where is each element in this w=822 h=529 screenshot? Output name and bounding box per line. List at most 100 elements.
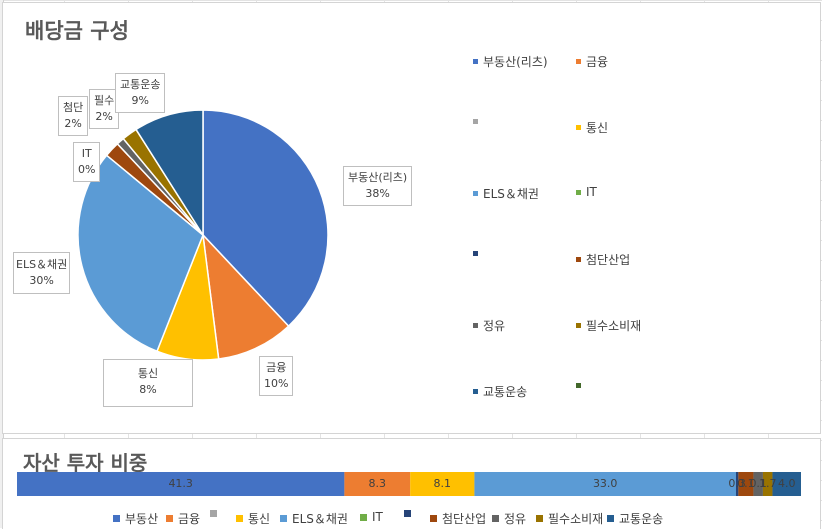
- legend-swatch: [576, 125, 581, 130]
- legend-swatch: [210, 510, 217, 517]
- bar-legend-label: 부동산: [125, 512, 159, 526]
- bar-legend-item[interactable]: 정유: [492, 510, 526, 527]
- pie-legend-label: 금융: [586, 55, 609, 69]
- bar-legend-label: IT: [372, 510, 383, 524]
- bar-segment-label: 33.0: [592, 477, 618, 490]
- legend-swatch: [473, 323, 478, 328]
- bar-legend-item[interactable]: ELS＆채권: [280, 510, 348, 527]
- pie-data-label-percent: 9%: [131, 94, 149, 107]
- pie-legend-label: 통신: [586, 121, 609, 135]
- legend-swatch: [536, 515, 543, 522]
- bar-legend-label: 필수소비재: [548, 512, 604, 526]
- bar-segment-label: 8.3: [368, 477, 387, 490]
- pie-data-label: 금융 10%: [259, 356, 294, 396]
- bar-legend-label: 금융: [178, 512, 201, 526]
- pie-chart[interactable]: 배당금 구성 부동산(리츠) 38% 금융 10% 통신 8% ELS＆채권 30% IT 0% 첨…: [2, 2, 821, 434]
- pie-legend-item[interactable]: [576, 383, 586, 388]
- bar-legend-item[interactable]: [404, 510, 416, 517]
- bar-legend-label: ELS＆채권: [292, 512, 348, 526]
- legend-swatch: [576, 257, 581, 262]
- legend-swatch: [576, 383, 581, 388]
- bar-segment[interactable]: [474, 472, 736, 496]
- pie-legend-item[interactable]: 교통운송: [473, 383, 527, 400]
- pie-legend-item[interactable]: 금융: [576, 53, 608, 70]
- bar-legend-label: 첨단산업: [442, 512, 487, 526]
- bar-segment[interactable]: [344, 472, 411, 496]
- bar-segment-label: 0.1: [737, 477, 755, 490]
- pie-legend-label: 첨단산업: [586, 253, 631, 267]
- bar-segment-label: 0.3: [728, 477, 746, 490]
- pie-data-label-name: 금융: [266, 361, 287, 374]
- legend-swatch: [166, 515, 173, 522]
- legend-swatch: [492, 515, 499, 522]
- pie-data-label-percent: 30%: [29, 274, 54, 287]
- pie-legend-label: 정유: [483, 319, 506, 333]
- bar-segment-label: 41.3: [168, 477, 193, 490]
- bar-legend-item[interactable]: 금융: [166, 510, 200, 527]
- bar-legend-item[interactable]: IT: [360, 510, 383, 524]
- bar-legend-item[interactable]: 통신: [236, 510, 270, 527]
- bar-legend-item[interactable]: 필수소비재: [536, 510, 603, 527]
- bar-segment[interactable]: [762, 472, 773, 496]
- bar-segment[interactable]: [410, 472, 475, 496]
- pie-data-label-name: 교통운송: [120, 78, 161, 91]
- pie-legend-item[interactable]: [473, 251, 483, 256]
- bar-segment[interactable]: [17, 472, 345, 496]
- pie-data-label-percent: 38%: [365, 187, 390, 200]
- pie-legend-item[interactable]: ELS＆채권: [473, 185, 539, 202]
- legend-swatch: [576, 59, 581, 64]
- bar-legend-item[interactable]: 부동산: [113, 510, 158, 527]
- pie-data-label-percent: 10%: [264, 377, 289, 390]
- bar-legend-label: 정유: [504, 512, 527, 526]
- pie-legend-label: 교통운송: [483, 385, 528, 399]
- pie-legend-item[interactable]: 부동산(리츠): [473, 53, 548, 70]
- pie-legend-label: ELS＆채권: [483, 187, 539, 201]
- bar-segment-label: 1.7: [758, 477, 777, 490]
- pie-data-label: 부동산(리츠) 38%: [343, 166, 413, 206]
- legend-swatch: [473, 59, 478, 64]
- pie-data-label-name: 첨단: [63, 101, 84, 114]
- pie-slice[interactable]: [202, 109, 329, 328]
- pie-data-label-percent: 8%: [139, 383, 157, 396]
- bar-chart-plot: [17, 472, 801, 496]
- pie-slice[interactable]: [201, 232, 290, 360]
- legend-swatch: [473, 119, 478, 124]
- bar-legend-item[interactable]: [210, 510, 222, 517]
- legend-swatch: [430, 515, 437, 522]
- pie-legend-label: 필수소비재: [586, 319, 642, 333]
- bar-segment[interactable]: [753, 472, 763, 496]
- stacked-bar-chart[interactable]: 자산 투자 비중 41.3 8.3 8.1 33.0 0.3 0.1 0.1 1.7 4.0 부…: [2, 438, 821, 529]
- pie-data-label: 통신 8%: [103, 359, 193, 407]
- pie-legend-label: 부동산(리츠): [483, 55, 548, 69]
- pie-slice[interactable]: [134, 109, 204, 238]
- pie-data-label-percent: 0%: [78, 163, 96, 176]
- bar-segment-label: 4.0: [777, 477, 796, 490]
- pie-data-label-percent: 2%: [64, 117, 82, 130]
- pie-chart-title: 배당금 구성: [25, 19, 129, 43]
- pie-data-label-percent: 2%: [95, 110, 113, 123]
- legend-swatch: [360, 513, 367, 521]
- pie-data-label-name: IT: [81, 147, 92, 160]
- bar-segment[interactable]: [772, 472, 801, 496]
- pie-data-label-name: 필수: [94, 94, 115, 107]
- bar-legend-label: 교통운송: [619, 512, 664, 526]
- legend-swatch: [473, 191, 478, 196]
- legend-swatch: [607, 515, 614, 522]
- pie-legend-item[interactable]: 통신: [576, 119, 608, 136]
- pie-data-label: ELS＆채권 30%: [13, 252, 71, 294]
- bar-segment[interactable]: [735, 472, 739, 496]
- pie-legend-label: IT: [586, 185, 597, 199]
- bar-legend-item[interactable]: 첨단산업: [430, 510, 486, 527]
- pie-legend-item[interactable]: 정유: [473, 317, 505, 334]
- pie-legend-item[interactable]: 첨단산업: [576, 251, 630, 268]
- pie-legend-item[interactable]: 필수소비재: [576, 317, 641, 334]
- bar-legend-item[interactable]: 교통운송: [607, 510, 663, 527]
- legend-swatch: [404, 510, 411, 517]
- pie-data-label: 교통운송 9%: [115, 73, 166, 113]
- bar-legend-label: 통신: [248, 512, 271, 526]
- pie-legend-item[interactable]: [473, 119, 483, 124]
- legend-swatch: [113, 515, 120, 522]
- pie-legend-item[interactable]: IT: [576, 185, 597, 199]
- bar-segment[interactable]: [738, 472, 754, 496]
- pie-data-label: IT 0%: [73, 142, 101, 182]
